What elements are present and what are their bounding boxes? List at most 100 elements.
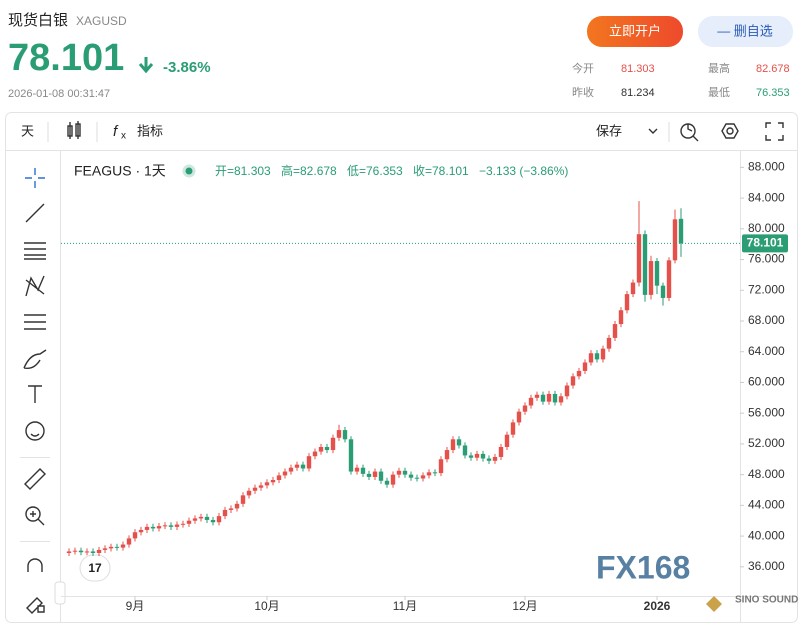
prediction-tool[interactable] bbox=[24, 314, 46, 330]
candle-body bbox=[600, 348, 606, 360]
last-price-tag bbox=[742, 234, 788, 253]
candle-body bbox=[474, 453, 480, 458]
y-tick-label: 52.000 bbox=[748, 436, 785, 450]
candle-body bbox=[498, 446, 504, 457]
candle-body bbox=[516, 411, 522, 423]
candle-body bbox=[108, 546, 114, 549]
candle-body bbox=[408, 474, 414, 478]
legend-symbol: FEAGUS · 1天 bbox=[74, 163, 166, 179]
y-tick-label: 88.000 bbox=[748, 160, 785, 174]
candle-body bbox=[456, 439, 462, 446]
candle-body bbox=[570, 376, 576, 386]
settings-icon[interactable] bbox=[721, 123, 739, 139]
candle-body bbox=[66, 551, 72, 553]
candle-body bbox=[546, 393, 552, 402]
candle-body bbox=[336, 430, 342, 438]
candle-body bbox=[252, 487, 258, 491]
candle-body bbox=[204, 516, 210, 520]
candle-body bbox=[630, 282, 636, 295]
candle-body bbox=[540, 394, 546, 402]
collapse-tab[interactable] bbox=[54, 581, 66, 605]
indicators-button[interactable]: 指标 bbox=[137, 123, 163, 138]
x-tick-label: 2026 bbox=[644, 599, 671, 613]
candle-body bbox=[210, 519, 216, 523]
candle-body bbox=[534, 394, 540, 398]
instrument-name: 现货白银 bbox=[8, 12, 68, 29]
y-tick-label: 80.000 bbox=[748, 221, 785, 235]
candle-body bbox=[270, 480, 276, 483]
candle-type-icon[interactable] bbox=[67, 121, 81, 139]
candle-body bbox=[198, 516, 204, 519]
candle-body bbox=[162, 525, 168, 527]
candle-body bbox=[150, 526, 156, 529]
candle-body bbox=[216, 516, 222, 523]
snapshot-icon[interactable] bbox=[680, 123, 699, 142]
candle-body bbox=[672, 219, 678, 261]
candle-body bbox=[96, 549, 102, 553]
save-dropdown[interactable] bbox=[648, 128, 658, 134]
candle-body bbox=[180, 523, 186, 525]
magnet-tool[interactable] bbox=[27, 558, 43, 572]
crosshair-tool[interactable] bbox=[25, 168, 45, 188]
candle-body bbox=[594, 353, 600, 360]
legend-low: 低=76.353 bbox=[347, 164, 403, 178]
brush-tool[interactable] bbox=[23, 349, 47, 370]
watchlist-button[interactable] bbox=[698, 16, 793, 47]
candle-body bbox=[510, 422, 516, 435]
period-button[interactable]: 天 bbox=[21, 123, 34, 138]
tv-badge bbox=[79, 554, 111, 582]
watchlist-label[interactable]: — 删自选 bbox=[717, 23, 773, 38]
candle-body bbox=[168, 525, 174, 527]
candle-body bbox=[114, 546, 120, 548]
fullscreen-icon[interactable] bbox=[765, 122, 784, 141]
candle-body bbox=[78, 550, 84, 553]
candle-body bbox=[462, 445, 468, 456]
save-button[interactable]: 保存 bbox=[596, 123, 622, 138]
candle-body bbox=[576, 370, 582, 377]
candle-body bbox=[414, 477, 420, 479]
open-account-label[interactable]: 立即开户 bbox=[609, 23, 661, 38]
y-tick-label: 36.000 bbox=[748, 559, 785, 573]
candle-body bbox=[234, 503, 240, 509]
chart-frame bbox=[5, 112, 798, 623]
y-tick-label: 60.000 bbox=[748, 375, 785, 389]
candle-body bbox=[624, 294, 630, 311]
candle-body bbox=[246, 490, 252, 496]
open-account-button[interactable] bbox=[587, 16, 683, 47]
candle-body bbox=[438, 459, 444, 474]
candle-body bbox=[660, 285, 666, 298]
candle-body bbox=[312, 451, 318, 457]
candle-body bbox=[348, 439, 354, 472]
candle-body bbox=[192, 518, 198, 521]
x-tick-label: 10月 bbox=[254, 599, 279, 613]
zoom-tool[interactable] bbox=[25, 506, 45, 526]
emoji-tool[interactable] bbox=[25, 421, 45, 441]
status-dot bbox=[182, 164, 196, 178]
candle-body bbox=[486, 458, 492, 461]
stat-value: 76.353 bbox=[756, 87, 790, 99]
fib-tool[interactable] bbox=[24, 242, 46, 260]
candle-body bbox=[306, 456, 312, 469]
ruler-tool[interactable] bbox=[24, 468, 46, 490]
candle-body bbox=[318, 446, 324, 452]
timestamp: 2026-01-08 00:31:47 bbox=[8, 88, 110, 100]
fx-icon[interactable]: x bbox=[121, 131, 126, 142]
candle-body bbox=[342, 430, 348, 440]
candle-body bbox=[528, 397, 534, 406]
x-tick-label: 11月 bbox=[393, 599, 417, 613]
text-tool[interactable] bbox=[28, 385, 42, 403]
candle-body bbox=[432, 472, 438, 474]
stat-value: 81.234 bbox=[621, 87, 655, 99]
candle-body bbox=[504, 434, 510, 447]
candle-body bbox=[132, 532, 138, 539]
y-tick-label: 40.000 bbox=[748, 528, 785, 542]
candle-body bbox=[552, 393, 558, 403]
pattern-tool[interactable] bbox=[25, 275, 45, 297]
lock-tool[interactable] bbox=[26, 597, 45, 614]
line-tool[interactable] bbox=[25, 203, 45, 223]
fx-icon[interactable]: f bbox=[113, 123, 119, 140]
candle-body bbox=[642, 234, 648, 295]
y-tick-label: 72.000 bbox=[748, 282, 785, 296]
y-tick-label: 76.000 bbox=[748, 252, 785, 266]
candle-body bbox=[264, 482, 270, 486]
